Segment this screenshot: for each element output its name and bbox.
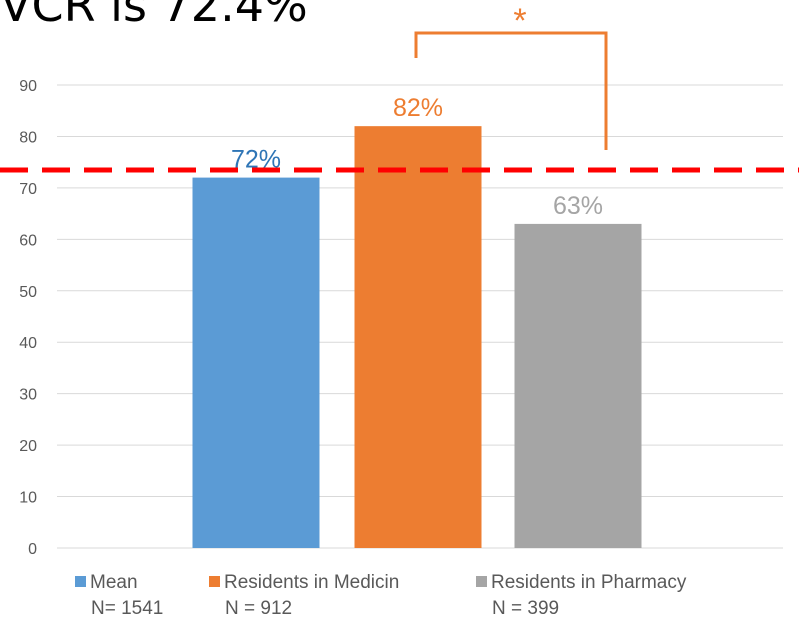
y-tick-label: 40 bbox=[19, 335, 37, 352]
y-tick-label: 20 bbox=[19, 438, 37, 455]
legend-label-pharmacy: Residents in Pharmacy bbox=[491, 572, 687, 593]
y-tick-label: 0 bbox=[28, 541, 37, 558]
bar-0 bbox=[192, 177, 320, 548]
legend-item-mean: Mean N= 1541 bbox=[75, 570, 163, 622]
data-label: 63% bbox=[553, 192, 603, 220]
legend-item-medicine: Residents in Medicin N = 912 bbox=[209, 570, 399, 622]
y-tick-label: 90 bbox=[19, 78, 37, 95]
significance-label: * bbox=[513, 2, 526, 40]
y-tick-label: 70 bbox=[19, 181, 37, 198]
legend-swatch-pharmacy bbox=[476, 576, 487, 587]
bar-1 bbox=[354, 126, 482, 549]
legend-item-pharmacy: Residents in Pharmacy N = 399 bbox=[476, 570, 686, 622]
significance-bracket bbox=[414, 31, 608, 150]
legend-label-medicine: Residents in Medicin bbox=[224, 572, 400, 593]
y-tick-label: 60 bbox=[19, 232, 37, 249]
y-tick-label: 80 bbox=[19, 129, 37, 146]
y-tick-label: 10 bbox=[19, 490, 37, 507]
legend-swatch-medicine bbox=[209, 576, 220, 587]
legend-swatch-mean bbox=[75, 576, 86, 587]
y-tick-label: 30 bbox=[19, 387, 37, 404]
legend-n-pharmacy: N = 399 bbox=[492, 598, 560, 619]
y-tick-label: 50 bbox=[19, 284, 37, 301]
chart-title: VCR is 72.4% bbox=[0, 0, 308, 32]
data-label: 82% bbox=[393, 94, 443, 122]
legend-n-mean: N= 1541 bbox=[91, 598, 164, 619]
bar-2 bbox=[514, 223, 642, 548]
legend-label-mean: Mean bbox=[90, 572, 138, 593]
legend-n-medicine: N = 912 bbox=[225, 598, 293, 619]
